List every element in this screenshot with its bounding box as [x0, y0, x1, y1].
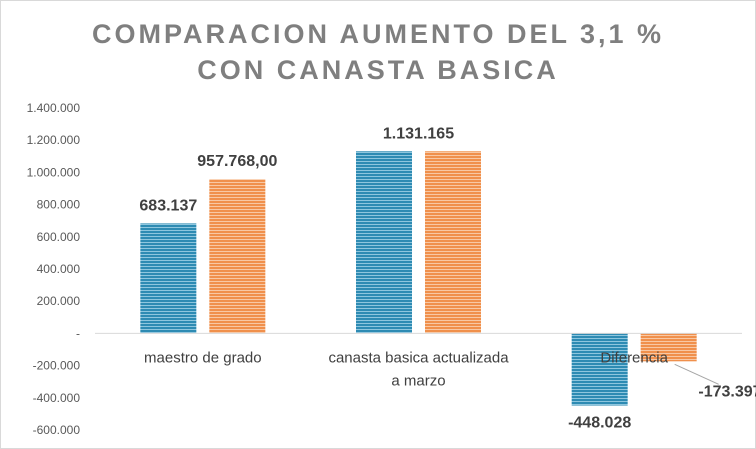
y-tick-label: 200.000 [37, 294, 81, 308]
bar-series-2-cat-1 [209, 179, 266, 334]
data-labels: 683.137 1.131.165 -448.028 957.768,00 -173.3… [139, 125, 756, 431]
y-tick-label: 1.000.000 [27, 165, 81, 179]
chart-title: COMPARACION AUMENTO DEL 3,1 % CON CANAST… [0, 16, 756, 88]
data-label: 683.137 [139, 197, 197, 214]
bar-series-1-cat-2 [356, 151, 412, 334]
y-tick-label: -200.000 [33, 359, 81, 373]
y-tick-label: 400.000 [37, 262, 81, 276]
y-tick-label: 800.000 [37, 198, 81, 212]
data-label: -173.397,0 [698, 383, 756, 400]
bar-series-1-cat-3 [571, 333, 628, 406]
category-labels: maestro de grado canasta basica actualiza… [144, 349, 669, 389]
y-tick-label: -600.000 [33, 423, 81, 437]
leader-line [674, 363, 719, 385]
data-label: 957.768,00 [197, 153, 277, 170]
y-tick-label: - [76, 326, 80, 340]
category-label: maestro de grado [144, 349, 262, 366]
chart-title-line-2: CON CANASTA BASICA [197, 55, 559, 85]
y-tick-label: -400.000 [33, 391, 81, 405]
bar-series-2-cat-3 [640, 333, 697, 362]
bar-series-1-cat-1 [140, 223, 197, 334]
category-label: Diferencia [600, 349, 668, 366]
bar-series-2-cat-2 [425, 151, 481, 334]
y-tick-label: 600.000 [37, 230, 81, 244]
category-label: canasta basica actualizada a marzo [328, 349, 509, 389]
data-label: 1.131.165 [383, 125, 454, 142]
y-axis: 1.400.000 1.200.000 1.000.000 800.000 600.00… [27, 101, 81, 437]
y-tick-label: 1.200.000 [27, 133, 81, 147]
y-tick-label: 1.400.000 [27, 101, 81, 115]
bars [140, 151, 697, 406]
chart-title-line-1: COMPARACION AUMENTO DEL 3,1 % [91, 19, 665, 49]
data-label: -448.028 [568, 415, 631, 432]
